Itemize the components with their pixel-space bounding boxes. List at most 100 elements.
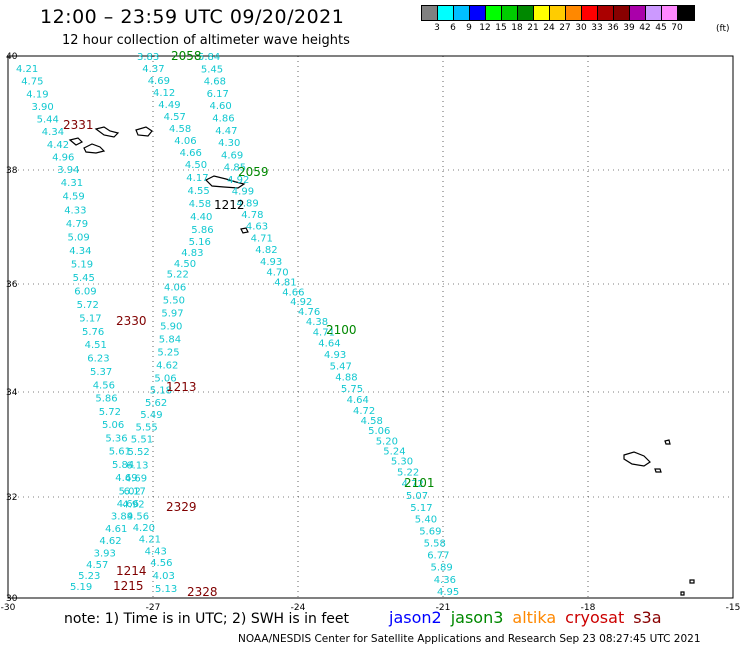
swh-value: 4.40 xyxy=(190,212,212,223)
swh-value: 5.62 xyxy=(145,398,167,409)
swh-value: 4.57 xyxy=(86,560,108,571)
pass-time-label: 2329 xyxy=(166,500,197,514)
swh-value: 5.36 xyxy=(105,433,127,444)
satellite-legend: jason2 jason3 altika cryosat s3a xyxy=(389,608,671,627)
pass-time-label: 1212 xyxy=(214,198,245,212)
swh-value: 4.56 xyxy=(127,511,149,522)
swh-value: 4.99 xyxy=(232,187,254,198)
swh-value: 5.45 xyxy=(201,64,223,75)
satellite-legend-item: jason3 xyxy=(451,608,504,627)
swh-value: 3.83 xyxy=(137,52,159,63)
swh-value: 4.83 xyxy=(181,248,203,259)
swh-value: 4.50 xyxy=(174,259,196,270)
swh-value: 4.62 xyxy=(99,536,121,547)
swh-value: 4.71 xyxy=(251,233,273,244)
swh-value: 4.60 xyxy=(210,101,232,112)
swh-value: 6.09 xyxy=(74,287,96,298)
swh-value: 4.03 xyxy=(153,571,175,582)
swh-value: 5.44 xyxy=(37,115,59,126)
swh-value: 4.69 xyxy=(148,76,170,87)
swh-value: 5.72 xyxy=(99,407,121,418)
swh-value: 4.43 xyxy=(145,546,167,557)
swh-value: 4.34 xyxy=(69,246,91,257)
pass-time-label: 2058 xyxy=(171,49,202,63)
swh-value: 4.06 xyxy=(174,136,196,147)
lat-tick-label: 36 xyxy=(6,280,18,290)
swh-value: 5.55 xyxy=(136,422,158,433)
swh-value: 5.13 xyxy=(155,584,177,595)
swh-value: 4.92 xyxy=(122,499,144,510)
swh-value: 5.97 xyxy=(161,308,183,319)
swh-value: 4.12 xyxy=(153,88,175,99)
lat-tick-label: 38 xyxy=(6,166,18,176)
swh-value: 5.86 xyxy=(95,394,117,405)
swh-value: 4.75 xyxy=(21,77,43,88)
swh-value: 5.17 xyxy=(410,503,432,514)
swh-value: 5.69 xyxy=(419,527,441,538)
island-porto-santo xyxy=(665,440,670,444)
lat-tick-label: 32 xyxy=(6,493,17,503)
swh-value: 4.31 xyxy=(61,178,83,189)
satellite-legend-item: jason2 xyxy=(389,608,442,627)
swh-value: 4.96 xyxy=(52,153,74,164)
swh-value: 4.36 xyxy=(434,575,456,586)
swh-value: 5.23 xyxy=(78,571,100,582)
swh-value: 4.62 xyxy=(156,361,178,372)
swh-value: 4.93 xyxy=(324,350,346,361)
pass-time-label: 1213 xyxy=(166,380,197,394)
swh-value: 4.33 xyxy=(64,205,86,216)
lat-tick-label: 30 xyxy=(6,594,18,604)
swh-value: 4.64 xyxy=(318,339,340,350)
swh-value: 3.93 xyxy=(94,549,116,560)
swh-value: 4.68 xyxy=(204,77,226,88)
swh-value: 6.17 xyxy=(124,486,146,497)
swh-value: 5.06 xyxy=(102,420,124,431)
island-pico xyxy=(70,138,82,145)
swh-value: 4.69 xyxy=(221,150,243,161)
swh-value: 5.45 xyxy=(73,273,95,284)
swh-value: 4.56 xyxy=(150,558,172,569)
swh-value: 4.57 xyxy=(164,112,186,123)
pass-time-label: 2059 xyxy=(238,165,269,179)
swh-value: 4.58 xyxy=(169,124,191,135)
swh-value: 4.95 xyxy=(437,587,459,598)
swh-value: 5.51 xyxy=(131,435,153,446)
swh-value: 4.56 xyxy=(93,380,115,391)
lon-tick-label: -15 xyxy=(726,603,740,613)
pass-time-label: 2330 xyxy=(116,314,147,328)
swh-value: 4.21 xyxy=(139,535,161,546)
swh-value: 4.21 xyxy=(16,64,38,75)
pass-time-label: 1214 xyxy=(116,564,147,578)
swh-tracks: 4.214.754.193.905.444.344.424.963.944.31… xyxy=(16,52,459,598)
satellite-legend-item: altika xyxy=(512,608,556,627)
swh-value: 5.90 xyxy=(160,321,182,332)
swh-value: 5.52 xyxy=(128,447,150,458)
swh-value: 6.23 xyxy=(87,354,109,365)
swh-value: 4.37 xyxy=(142,64,164,75)
swh-value: 4.66 xyxy=(180,148,202,159)
swh-value: 5.50 xyxy=(163,295,185,306)
swh-value: 4.88 xyxy=(335,373,357,384)
swh-value: 4.49 xyxy=(158,100,180,111)
swh-value: 4.93 xyxy=(260,257,282,268)
swh-value: 4.50 xyxy=(185,160,207,171)
swh-value: 5.07 xyxy=(406,491,428,502)
island-selvagem xyxy=(655,469,661,472)
swh-value: 4.20 xyxy=(133,523,155,534)
swh-value: 5.37 xyxy=(90,367,112,378)
island-desertas xyxy=(690,580,694,583)
swh-value: 3.94 xyxy=(57,165,79,176)
swh-value: 5.58 xyxy=(424,538,446,549)
pass-time-label: 2331 xyxy=(63,118,94,132)
swh-value: 5.09 xyxy=(68,232,90,243)
swh-value: 5.89 xyxy=(431,563,453,574)
swh-value: 3.90 xyxy=(32,102,54,113)
swh-value: 5.76 xyxy=(82,327,104,338)
island-tiny xyxy=(681,592,684,595)
swh-value: 5.17 xyxy=(79,313,101,324)
island-corvo xyxy=(136,127,152,136)
swh-value: 4.69 xyxy=(125,473,147,484)
lat-tick-label: 34 xyxy=(6,388,18,398)
island-madeira xyxy=(624,452,650,466)
